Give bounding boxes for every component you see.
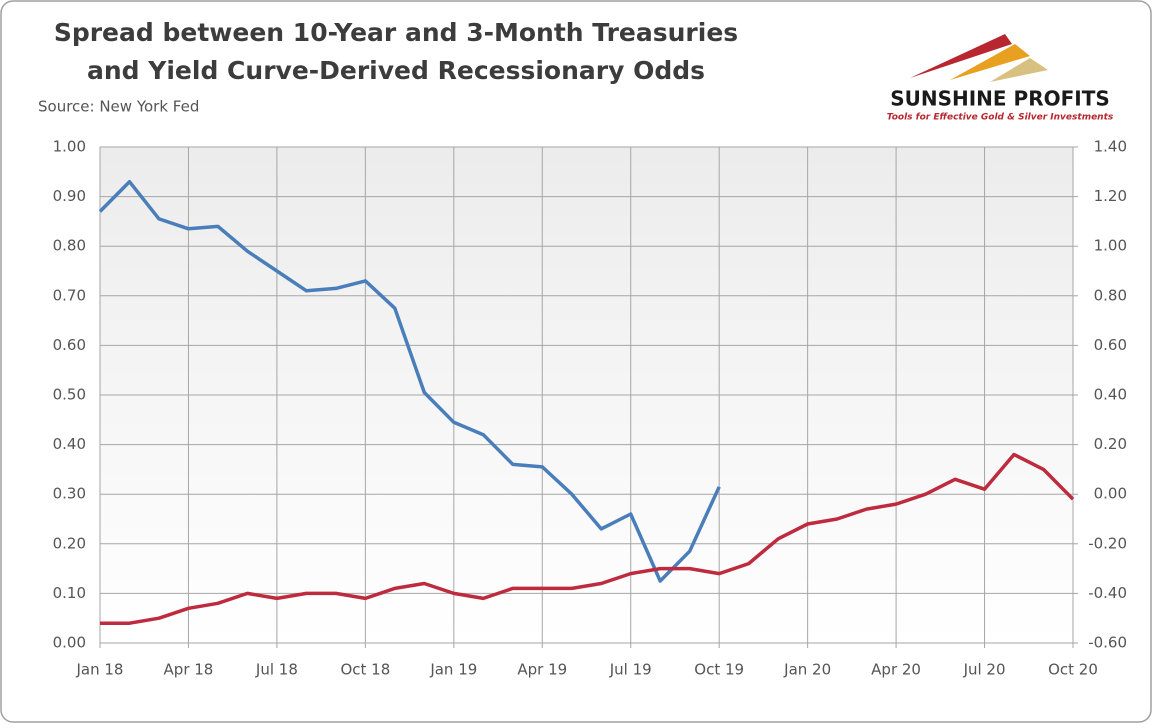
y2-tick-label: 0.40	[1094, 386, 1127, 404]
marks	[98, 179, 1075, 625]
y-tick-label: 0.40	[53, 435, 86, 453]
y2-tick-label: -0.60	[1088, 634, 1127, 652]
y2-tick-label: 0.20	[1094, 435, 1127, 453]
chart-title: Spread between 10-Year and 3-Month Treas…	[54, 18, 738, 47]
x-tick-label: Oct 19	[694, 661, 744, 679]
y2-tick-label: 1.20	[1094, 187, 1127, 205]
y-tick-label: 0.30	[53, 485, 86, 503]
logo: SUNSHINE PROFITS Tools for Effective Gol…	[887, 34, 1114, 123]
y2-tick-label: -0.40	[1088, 584, 1127, 602]
y-tick-label: 0.00	[53, 634, 86, 652]
y-tick-label: 0.80	[53, 237, 86, 255]
grid	[99, 146, 1078, 648]
logo-arrow	[910, 34, 1012, 78]
y-tick-label: 0.60	[53, 336, 86, 354]
chart-title: and Yield Curve-Derived Recessionary Odd…	[87, 56, 705, 85]
logo-name: SUNSHINE PROFITS	[890, 87, 1110, 111]
series-line	[98, 179, 721, 583]
logo-arrow	[990, 58, 1048, 82]
x-tick-label: Jul 20	[963, 661, 1006, 679]
x-tick-label: Jul 18	[255, 661, 298, 679]
y-tick-label: 0.90	[53, 187, 86, 205]
y-tick-label: 0.50	[53, 386, 86, 404]
y2-tick-label: -0.20	[1088, 534, 1127, 552]
logo-arrow	[950, 44, 1030, 80]
x-tick-label: Jan 18	[76, 661, 124, 679]
x-tick-label: Jan 19	[429, 661, 477, 679]
x-tick-label: Jul 19	[609, 661, 652, 679]
y2-tick-label: 0.00	[1094, 485, 1127, 503]
y2-tick-label: 1.00	[1094, 237, 1127, 255]
x-tick-label: Jan 20	[783, 661, 831, 679]
y-tick-label: 0.10	[53, 584, 86, 602]
y-tick-label: 0.20	[53, 534, 86, 552]
y2-tick-label: 0.60	[1094, 336, 1127, 354]
logo-tagline: Tools for Effective Gold & Silver Invest…	[887, 113, 1114, 123]
x-tick-label: Oct 20	[1048, 661, 1098, 679]
subtitle: Source: New York Fed	[38, 98, 199, 116]
x-tick-label: Apr 19	[517, 661, 567, 679]
x-tick-label: Apr 20	[871, 661, 921, 679]
y-tick-label: 1.00	[53, 138, 86, 156]
y2-tick-label: 1.40	[1094, 138, 1127, 156]
x-tick-label: Apr 18	[164, 661, 214, 679]
y-tick-label: 0.70	[53, 286, 86, 304]
x-tick-label: Oct 18	[340, 661, 390, 679]
series-line	[100, 452, 1075, 625]
y2-tick-label: 0.80	[1094, 286, 1127, 304]
